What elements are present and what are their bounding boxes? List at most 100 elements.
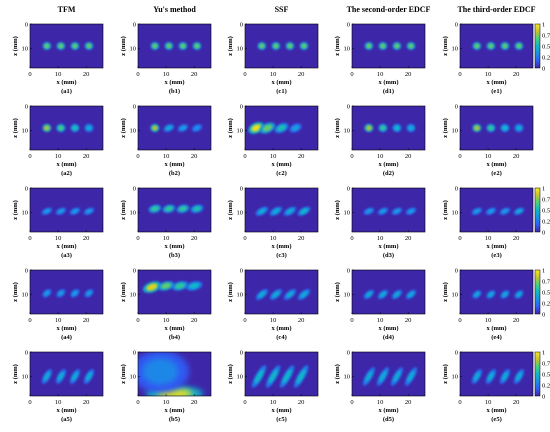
spot-1 (365, 291, 373, 298)
colorbar-tick-label: 0.75 (542, 278, 550, 285)
z-axis-label: z (mm) (120, 200, 127, 220)
panel-frame (351, 187, 426, 233)
colorbar-tick-label: 0.5 (542, 371, 550, 378)
panel-label-d5: (d5) (383, 416, 394, 423)
panel-frame (351, 105, 426, 151)
spot-2 (487, 371, 495, 382)
x-tick-label: 20 (298, 399, 305, 406)
spot-2 (58, 290, 64, 296)
z-tick-label: 10 (452, 210, 459, 217)
z-axis-label: z (mm) (334, 118, 341, 138)
panel-label-c5: (c5) (276, 416, 286, 423)
x-tick-label: 10 (55, 71, 62, 78)
spot-2 (165, 125, 173, 131)
spot-1 (150, 206, 159, 212)
z-axis-label: z (mm) (227, 36, 234, 56)
x-tick-label: 10 (270, 71, 277, 78)
x-tick-label: 10 (270, 153, 277, 160)
spot-2 (268, 369, 278, 384)
spot-2 (57, 371, 65, 382)
x-tick-label: 20 (405, 153, 412, 160)
panel-frame (29, 187, 104, 233)
spot-3 (282, 369, 292, 384)
x-tick-label: 10 (270, 317, 277, 324)
x-axis-label: x (mm) (271, 407, 291, 414)
panel-d1-image (364, 42, 416, 50)
panel-frame (137, 351, 212, 397)
x-axis-label: x (mm) (271, 79, 291, 86)
spot-1 (473, 371, 481, 382)
panel-frame (137, 23, 212, 69)
colorbar-tick-label: 1 (542, 349, 545, 356)
x-axis-label: x (mm) (164, 325, 184, 332)
spot-2 (262, 124, 273, 132)
spot-3 (394, 125, 400, 131)
z-axis-label: z (mm) (334, 364, 341, 384)
z-tick-label: 0 (133, 267, 136, 274)
z-axis-label: z (mm) (227, 200, 234, 220)
colorbar-tick-label: 0.25 (542, 54, 550, 61)
spot-2 (271, 208, 280, 215)
x-tick-label: 0 (28, 317, 31, 324)
x-tick-label: 10 (163, 153, 170, 160)
x-tick-label: 0 (350, 153, 353, 160)
panel-e2-image (472, 123, 524, 133)
z-tick-label: 10 (130, 374, 137, 381)
spot-1 (44, 125, 50, 131)
panel-e4-image (472, 290, 524, 299)
spot-2 (379, 208, 387, 214)
panel-label-e4: (e4) (491, 334, 501, 341)
z-tick-label: 0 (133, 21, 136, 28)
x-tick-label: 20 (298, 153, 305, 160)
x-tick-label: 10 (485, 317, 492, 324)
x-tick-label: 20 (83, 399, 90, 406)
z-tick-label: 10 (22, 374, 29, 381)
spot-3 (72, 125, 78, 131)
x-tick-label: 0 (28, 71, 31, 78)
z-tick-label: 10 (237, 128, 244, 135)
z-tick-label: 10 (237, 210, 244, 217)
x-axis-label: x (mm) (56, 325, 76, 332)
spot-1 (365, 208, 373, 214)
colorbar-tick-label: 0 (542, 311, 545, 318)
panel-frame (459, 23, 534, 69)
spot-3 (178, 206, 187, 212)
panel-frame (351, 269, 426, 315)
x-axis-label: x (mm) (56, 79, 76, 86)
panel-frame (459, 351, 534, 397)
z-axis-label: z (mm) (12, 118, 19, 138)
spot-4 (408, 43, 414, 49)
x-tick-label: 0 (458, 317, 461, 324)
x-tick-label: 20 (298, 71, 305, 78)
spot-1 (366, 43, 372, 49)
spot-3 (502, 125, 508, 131)
panel-label-a1: (a1) (61, 88, 72, 95)
spot-3 (393, 208, 401, 214)
x-axis-label: x (mm) (486, 161, 506, 168)
z-axis-label: z (mm) (12, 364, 19, 384)
x-axis-label: x (mm) (164, 79, 184, 86)
spot-1 (473, 208, 481, 214)
x-tick-label: 0 (458, 71, 461, 78)
x-tick-label: 20 (513, 399, 520, 406)
spot-4 (85, 371, 93, 382)
panel-frame (459, 187, 534, 233)
z-tick-label: 10 (344, 374, 351, 381)
x-axis-label: x (mm) (486, 407, 506, 414)
z-axis-label: z (mm) (120, 118, 127, 138)
panel-c2-image (248, 122, 302, 134)
z-tick-label: 0 (240, 185, 243, 192)
x-tick-label: 0 (28, 399, 31, 406)
spot-1 (366, 125, 372, 131)
panel-frame (244, 351, 319, 397)
x-axis-label: x (mm) (486, 325, 506, 332)
spot-4 (407, 208, 415, 214)
x-tick-label: 20 (83, 153, 90, 160)
panel-frame (29, 23, 104, 69)
spot-3 (502, 291, 508, 298)
panel-label-e1: (e1) (491, 88, 501, 95)
panel-frame (137, 187, 212, 233)
spot-4 (515, 371, 523, 382)
z-tick-label: 10 (22, 210, 29, 217)
x-axis-label: x (mm) (271, 243, 291, 250)
